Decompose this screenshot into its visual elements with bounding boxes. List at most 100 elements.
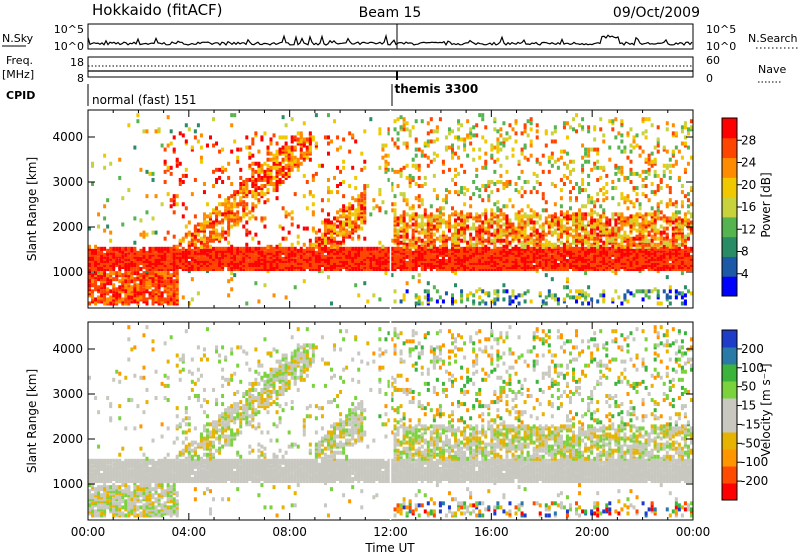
echo-cell <box>336 230 340 235</box>
echo-cell <box>233 212 237 217</box>
echo-cell <box>372 252 376 257</box>
echo-cell <box>487 291 491 296</box>
echo-cell <box>608 232 612 237</box>
echo-cell <box>408 248 412 253</box>
echo-cell <box>493 260 497 265</box>
echo-cell <box>460 232 464 237</box>
echo-cell <box>154 297 158 302</box>
echo-cell <box>103 165 107 170</box>
echo-cell <box>227 252 231 257</box>
echo-cell <box>444 291 448 296</box>
echo-cell <box>626 236 630 241</box>
echo-cell <box>451 299 454 304</box>
echo-cell <box>417 301 421 306</box>
echo-cell <box>674 244 678 249</box>
echo-cell <box>674 252 678 257</box>
echo-cell <box>593 210 597 215</box>
echo-cell <box>314 240 318 245</box>
echo-cell <box>257 200 261 205</box>
echo-cell <box>115 258 119 263</box>
echo-cell <box>193 135 197 140</box>
echo-cell <box>535 220 539 225</box>
echo-cell <box>626 175 630 180</box>
echo-cell <box>680 228 684 233</box>
echo-cell <box>665 226 669 231</box>
echo-cell <box>441 161 445 166</box>
echo-cell <box>565 220 569 225</box>
echo-cell <box>623 222 627 227</box>
echo-cell <box>638 242 642 247</box>
echo-cell <box>151 291 155 296</box>
echo-cell <box>148 275 152 280</box>
echo-cell <box>499 263 503 267</box>
echo-cell <box>457 230 461 235</box>
echo-cell <box>438 258 442 263</box>
echo-cell <box>109 256 113 261</box>
echo-cell <box>408 184 412 189</box>
echo-cell <box>136 293 140 298</box>
echo-cell <box>233 139 237 144</box>
echo-cell <box>496 188 500 193</box>
echo-cell <box>523 248 527 253</box>
echo-cell <box>193 263 197 267</box>
echo-cell <box>550 258 554 263</box>
echo-cell <box>357 212 361 217</box>
echo-cell <box>239 263 243 267</box>
echo-cell <box>142 281 146 286</box>
echo-cell <box>396 232 400 237</box>
echo-cell <box>435 226 439 231</box>
echo-cell <box>411 204 415 209</box>
echo-cell <box>478 240 482 245</box>
echo-cell <box>532 228 536 233</box>
echo-cell <box>523 220 527 225</box>
echo-cell <box>160 252 164 257</box>
echo-cell <box>411 252 415 257</box>
echo-cell <box>103 291 107 296</box>
echo-cell <box>166 265 170 270</box>
echo-cell <box>553 184 557 189</box>
echo-cell <box>653 161 657 166</box>
echo-cell <box>587 285 591 290</box>
echo-cell <box>541 265 545 270</box>
echo-cell <box>611 299 615 304</box>
echo-cell <box>629 252 633 257</box>
echo-cell <box>330 254 333 259</box>
echo-cell <box>611 265 615 270</box>
echo-cell <box>239 252 243 257</box>
echo-cell <box>112 271 116 276</box>
echo-cell <box>544 260 548 265</box>
echo-cell <box>565 238 569 243</box>
echo-cell <box>644 289 648 294</box>
echo-cell <box>614 256 618 261</box>
echo-cell <box>623 177 627 182</box>
echo-cell <box>490 260 494 265</box>
echo-cell <box>345 246 349 251</box>
echo-cell <box>278 171 282 176</box>
echo-cell <box>429 139 433 144</box>
echo-cell <box>602 246 606 251</box>
echo-cell <box>460 295 464 300</box>
echo-cell <box>311 256 315 261</box>
echo-cell <box>493 127 497 132</box>
echo-cell <box>514 119 518 124</box>
echo-cell <box>326 263 330 267</box>
echo-cell <box>326 248 330 253</box>
echo-cell <box>278 248 282 253</box>
echo-cell <box>375 263 379 267</box>
echo-cell <box>121 277 125 282</box>
echo-cell <box>112 254 116 259</box>
echo-cell <box>475 232 479 237</box>
echo-cell <box>227 254 231 259</box>
echo-cell <box>417 175 421 180</box>
echo-cell <box>342 265 346 270</box>
echo-cell <box>484 252 488 257</box>
echo-cell <box>320 260 324 265</box>
echo-cell <box>363 214 367 219</box>
echo-cell <box>345 248 349 253</box>
echo-cell <box>432 139 436 144</box>
echo-cell <box>363 258 367 263</box>
echo-cell <box>172 283 176 288</box>
echo-cell <box>414 182 418 186</box>
echo-cell <box>620 260 624 265</box>
echo-cell <box>339 254 343 259</box>
